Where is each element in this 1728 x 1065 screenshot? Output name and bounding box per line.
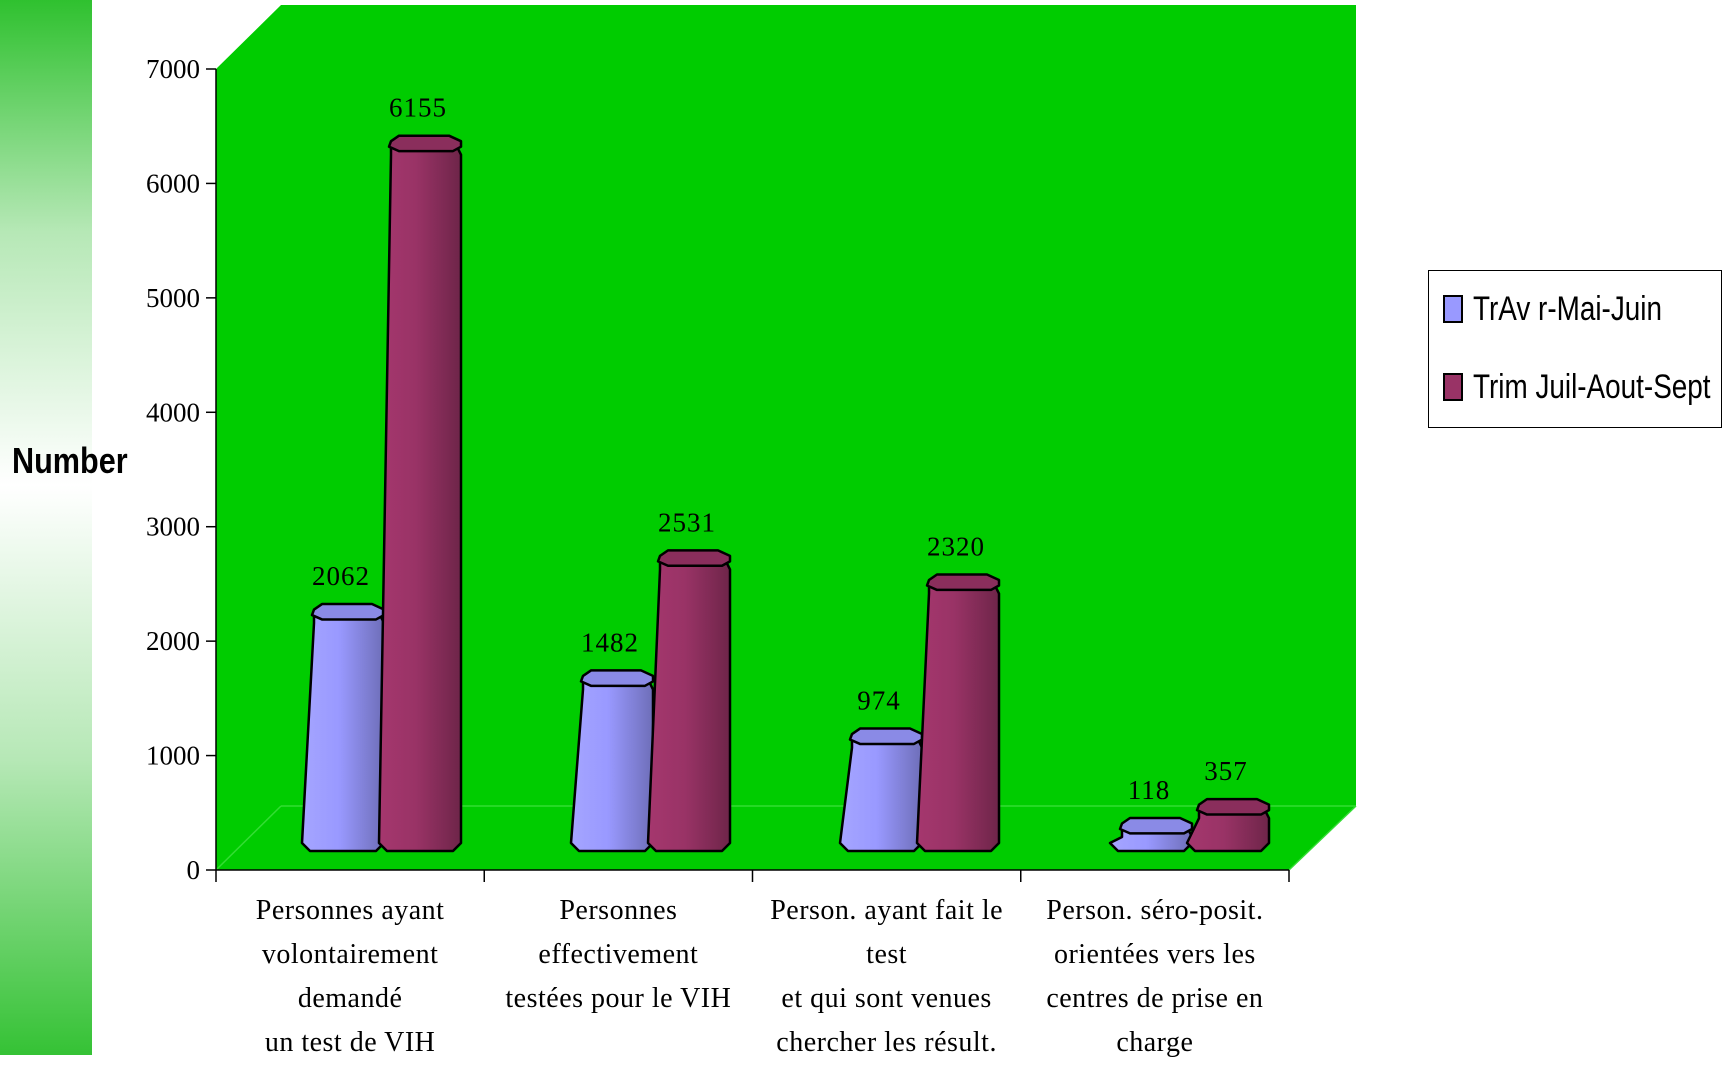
bar-1-4 (1108, 816, 1194, 853)
data-labels-group: 2062 1482 974 118 6155 2531 2320 357 (312, 93, 1248, 805)
x-category-label-line: volontairement demandé (261, 939, 439, 1014)
bar-body (377, 145, 463, 853)
x-category-label: Person. ayant fait le test et qui sont ve… (752, 889, 1022, 1065)
x-category-label-line: Person. ayant fait le test (770, 895, 1004, 970)
y-tick-label: 4000 (146, 397, 200, 427)
data-label: 6155 (389, 93, 447, 123)
legend-swatch-series-1 (1443, 295, 1463, 323)
x-category-label-line: chercher les résult. (776, 1027, 997, 1058)
y-tick-label: 0 (187, 855, 201, 885)
x-category-label-line: un test de VIH (264, 1027, 436, 1058)
y-tick-label: 1000 (146, 741, 200, 771)
data-label: 2531 (658, 507, 716, 537)
legend-label-series-2: Trim Juil-Aout-Sept (1473, 367, 1711, 406)
chart-floor (216, 806, 1356, 870)
bar-top-cap (925, 573, 1001, 592)
y-tick-label: 3000 (146, 512, 200, 542)
bar-1-3 (838, 727, 924, 853)
bar-top-cap (387, 134, 463, 153)
legend-item-series-1: TrAv r-Mai-Juin (1443, 289, 1703, 329)
bar-top-cap (848, 727, 924, 746)
legend-swatch-series-2 (1443, 373, 1463, 401)
floor-front-right-edge (1288, 805, 1357, 871)
bar-2-3 (915, 573, 1001, 853)
bar-top-cap (656, 549, 732, 568)
chart-legend: TrAv r-Mai-Juin Trim Juil-Aout-Sept (1428, 270, 1722, 428)
bar-body (300, 613, 386, 853)
chart-side-wall (216, 5, 281, 870)
bar-series-group (300, 134, 1271, 853)
bar-top-cap (1118, 816, 1194, 835)
x-category-label: Personnes ayant volontairement demandé un … (215, 889, 485, 1065)
bar-2-2 (646, 549, 732, 853)
floor-side-edge (215, 805, 282, 871)
bar-1-1 (300, 602, 386, 853)
x-category-label-line: Personnes effectivement (538, 895, 699, 970)
x-category-label: Personnes effectivement testées pour le V… (483, 889, 753, 1021)
bar-top-cap (310, 602, 386, 621)
x-category-label: Person. séro-posit. orientées vers les cen… (1020, 889, 1290, 1065)
x-axis-ticks (215, 870, 1290, 882)
x-category-label-line: Personnes ayant (255, 895, 445, 926)
y-tick-label: 2000 (146, 626, 200, 656)
legend-item-series-2: Trim Juil-Aout-Sept (1443, 367, 1728, 407)
x-category-label-line: orientées vers les (1053, 939, 1256, 970)
y-tick-label: 5000 (146, 283, 200, 313)
data-label: 2062 (312, 561, 370, 591)
y-axis-ticks: 0 1000 2000 3000 4000 5000 6000 7000 (146, 54, 216, 885)
y-tick-label: 6000 (146, 168, 200, 198)
data-label: 2320 (927, 532, 985, 562)
chart-back-wall (281, 5, 1356, 806)
bar-body (1185, 808, 1271, 853)
bar-top-cap (579, 669, 655, 688)
bar-body (838, 738, 924, 853)
bar-top-cap (1195, 797, 1271, 816)
bar-2-1 (377, 134, 463, 853)
bar-body (569, 680, 655, 853)
legend-label-series-1: TrAv r-Mai-Juin (1473, 289, 1662, 328)
x-category-label-line: testées pour le VIH (505, 983, 732, 1014)
y-tick-label: 7000 (146, 54, 200, 84)
decorative-side-band (0, 0, 92, 1055)
x-category-label-line: charge (1116, 1027, 1194, 1058)
bar-1-2 (569, 669, 655, 853)
data-label: 974 (857, 686, 901, 716)
x-category-label-line: Person. séro-posit. (1046, 895, 1264, 926)
bar-2-4 (1185, 797, 1271, 853)
x-category-label-line: et qui sont venues (781, 983, 992, 1014)
y-axis-label: Number (12, 440, 128, 481)
bar-body (915, 584, 1001, 853)
bar-body (646, 560, 732, 853)
data-label: 357 (1204, 756, 1248, 786)
x-category-label-line: centres de prise en (1046, 983, 1264, 1014)
data-label: 118 (1128, 775, 1171, 805)
data-label: 1482 (581, 627, 639, 657)
